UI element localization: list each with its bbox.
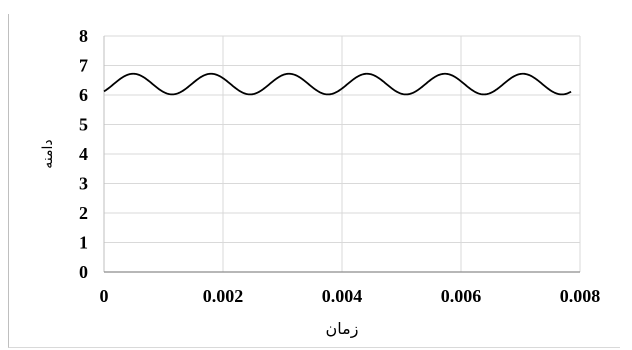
y-tick-label: 6 — [79, 85, 88, 105]
y-tick-label: 8 — [79, 26, 88, 46]
y-tick-label: 0 — [79, 262, 88, 282]
header-strip — [0, 0, 632, 8]
y-tick-label: 5 — [79, 115, 88, 135]
y-tick-label: 4 — [79, 144, 88, 164]
y-tick-label: 1 — [79, 233, 88, 253]
x-tick-label: 0.006 — [441, 286, 482, 306]
x-tick-label: 0.004 — [322, 286, 363, 306]
y-tick-label: 2 — [79, 203, 88, 223]
x-tick-labels: 0 0.002 0.004 0.006 0.008 — [100, 286, 601, 306]
x-tick-label: 0 — [100, 286, 109, 306]
x-tick-label: 0.002 — [203, 286, 244, 306]
x-tick-label: 0.008 — [560, 286, 601, 306]
y-tick-label: 7 — [79, 56, 88, 76]
axes — [103, 36, 580, 273]
chart-frame — [8, 14, 620, 348]
y-axis-label: دامنه — [40, 139, 56, 168]
x-axis-label: زمان — [326, 319, 359, 339]
grid-lines — [104, 35, 581, 272]
y-tick-labels: 0 1 2 3 4 5 6 7 8 — [79, 26, 88, 282]
y-tick-label: 3 — [79, 174, 88, 194]
series-line — [103, 72, 572, 96]
